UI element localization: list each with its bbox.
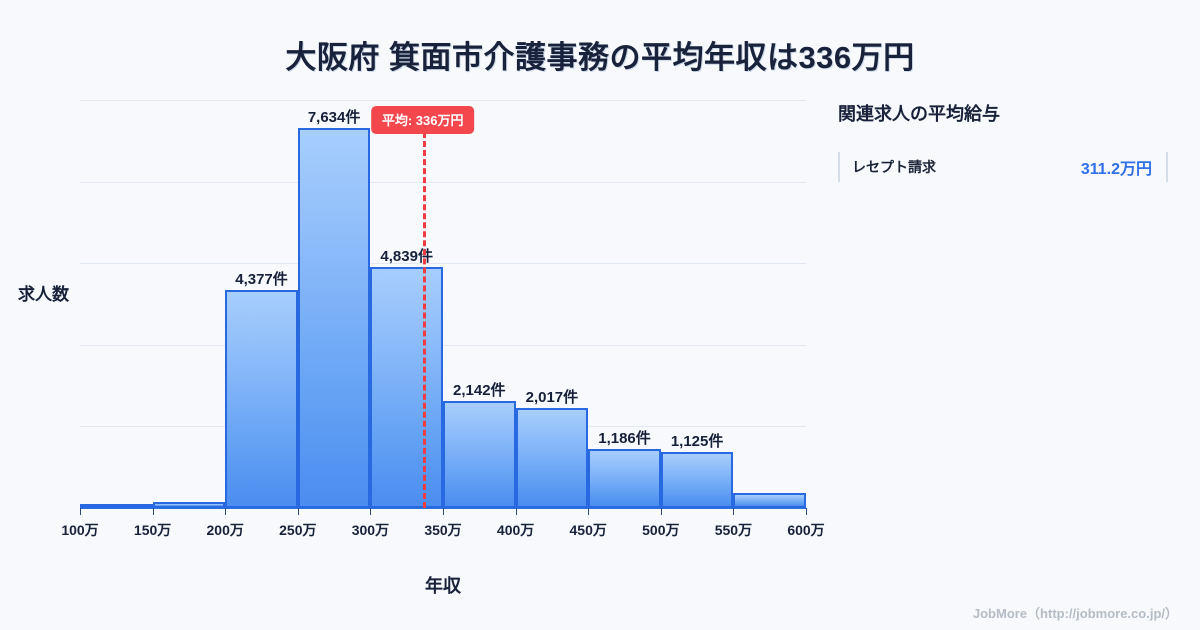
x-axis-tick-label: 150万 bbox=[133, 522, 172, 538]
bar[interactable] bbox=[515, 408, 589, 508]
x-axis-tick-mark bbox=[660, 508, 662, 515]
bar[interactable] bbox=[370, 267, 443, 508]
bar-value-label: 4,377件 bbox=[235, 271, 288, 288]
x-axis-tick-labels: 100万 150万 200万 250万 300万 350万 400万 450万 500万 550万… bbox=[61, 520, 824, 542]
bar-value-label: 4,839件 bbox=[380, 248, 433, 265]
bar[interactable] bbox=[297, 128, 371, 508]
related-salary-list: レセプト請求 311.2万円 bbox=[838, 152, 1168, 182]
bar-value-label: 1,125件 bbox=[670, 433, 724, 450]
bar[interactable] bbox=[588, 449, 661, 508]
x-axis-tick-mark bbox=[515, 508, 517, 515]
x-axis-tick-label: 600万 bbox=[787, 522, 825, 538]
x-axis-tick-label: 200万 bbox=[206, 522, 244, 538]
x-axis-tick-label: 450万 bbox=[569, 522, 607, 538]
bar[interactable] bbox=[225, 290, 298, 508]
related-salary-title: 関連求人の平均給与 bbox=[838, 104, 1000, 124]
x-axis-tick-mark bbox=[80, 508, 81, 515]
x-axis-tick-mark bbox=[225, 508, 227, 515]
x-axis-tick-mark bbox=[370, 508, 372, 515]
gridline bbox=[80, 345, 806, 346]
bar[interactable] bbox=[80, 504, 153, 508]
y-axis-label: 求人数 bbox=[18, 285, 69, 304]
x-axis-tick-label: 500万 bbox=[642, 522, 680, 538]
footer-watermark: JobMore（http://jobmore.co.jp/） bbox=[972, 606, 1178, 621]
bar[interactable] bbox=[443, 401, 516, 508]
x-axis-tick-label: 400万 bbox=[496, 522, 535, 538]
x-axis-tick-label: 250万 bbox=[279, 522, 317, 538]
related-salary-row[interactable]: レセプト請求 311.2万円 bbox=[838, 152, 1168, 182]
x-axis-tick-label: 100万 bbox=[61, 522, 99, 538]
x-axis-tick-mark bbox=[806, 508, 807, 515]
page-title: 大阪府 箕面市介護事務の平均年収は336万円 bbox=[285, 40, 915, 75]
bars-layer: 4,377件 7,634件 4,839件 2,142件 2,017件 1,186件 1,12… bbox=[80, 100, 806, 508]
bar-value-label: 1,186件 bbox=[598, 430, 651, 447]
x-axis-tick-label: 350万 bbox=[424, 522, 462, 538]
x-axis-tick-mark bbox=[152, 508, 154, 515]
bar[interactable] bbox=[152, 502, 226, 508]
x-axis-tick-mark bbox=[297, 508, 299, 515]
bar-value-label: 2,142件 bbox=[453, 382, 506, 399]
x-axis-tick-mark bbox=[733, 508, 735, 515]
gridline bbox=[80, 263, 806, 264]
bar-value-label: 2,017件 bbox=[525, 389, 579, 406]
bar-value-label: 7,634件 bbox=[307, 109, 361, 126]
gridline bbox=[80, 182, 806, 183]
average-badge: 平均: 336万円 bbox=[370, 106, 475, 134]
related-salary-name: レセプト請求 bbox=[852, 159, 936, 175]
x-axis-tick-mark bbox=[588, 508, 590, 515]
bar[interactable] bbox=[733, 493, 806, 508]
x-axis-label: 年収 bbox=[425, 576, 461, 596]
bar[interactable] bbox=[660, 452, 734, 508]
average-line bbox=[422, 132, 426, 508]
x-axis-tick-label: 550万 bbox=[714, 522, 753, 538]
related-salary-value: 311.2万円 bbox=[1080, 161, 1152, 178]
x-axis-tick-mark bbox=[443, 508, 444, 515]
related-salary-panel: 関連求人の平均給与 レセプト請求 311.2万円 bbox=[838, 100, 1168, 182]
x-axis-tick-label: 300万 bbox=[351, 522, 390, 538]
gridline bbox=[80, 100, 806, 101]
